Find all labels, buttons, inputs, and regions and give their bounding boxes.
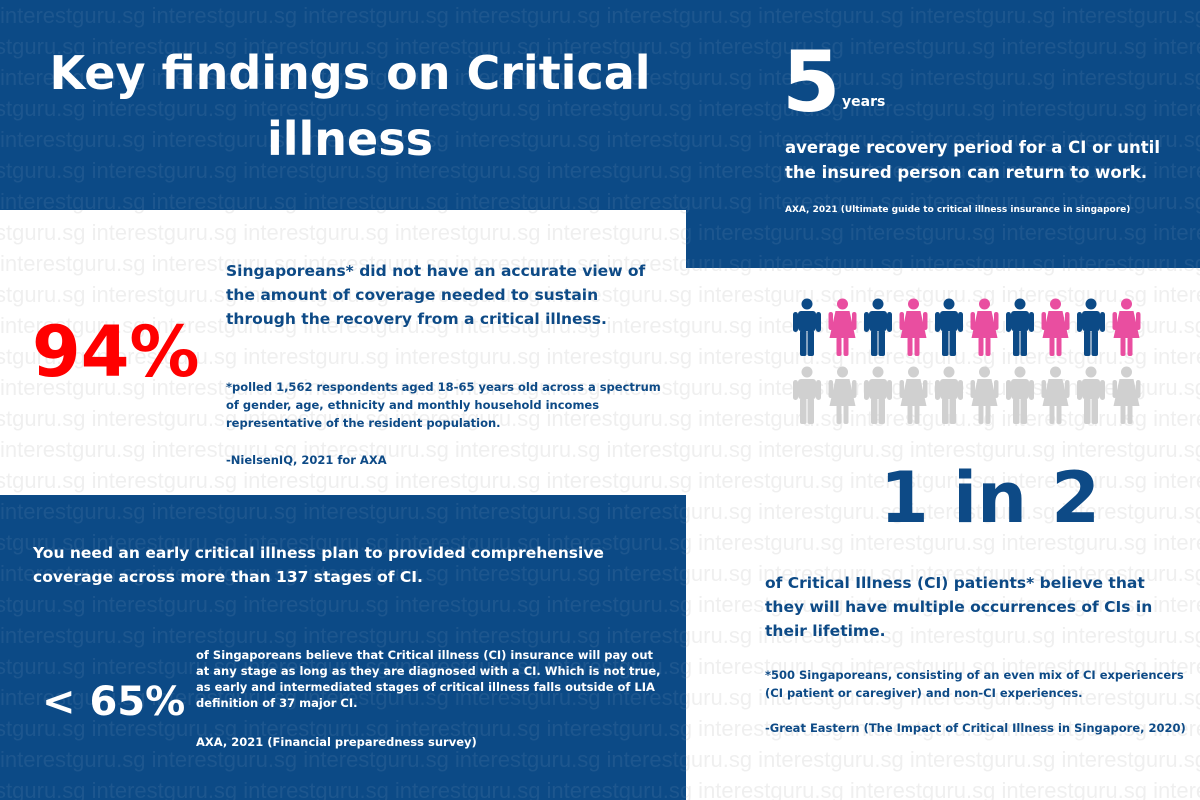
man-figure-icon: [1077, 366, 1105, 424]
recovery-source: AXA, 2021 (Ultimate guide to critical il…: [785, 205, 1131, 215]
early-plan-text: You need an early critical illness plan …: [33, 544, 604, 586]
title-panel: [0, 0, 686, 210]
woman-figure-icon: [899, 366, 928, 424]
ratio-source: -Great Eastern (The Impact of Critical I…: [765, 721, 1186, 735]
coverage-text: Singaporeans* did not have an accurate v…: [226, 262, 646, 328]
payout-text: of Singaporeans believe that Critical il…: [196, 648, 661, 710]
ratio-text: of Critical Illness (CI) patients* belie…: [765, 574, 1153, 640]
woman-figure-icon: [970, 366, 999, 424]
man-figure-icon: [864, 366, 892, 424]
coverage-note: *polled 1,562 respondents aged 18-65 yea…: [226, 380, 661, 430]
man-figure-icon: [793, 298, 821, 356]
woman-figure-icon: [1041, 366, 1070, 424]
recovery-text: average recovery period for a CI or unti…: [785, 138, 1160, 182]
page-title: Key findings on Critical illness: [49, 46, 651, 166]
woman-figure-icon: [828, 366, 857, 424]
woman-figure-icon: [828, 298, 857, 356]
recovery-unit: years: [842, 94, 886, 110]
recovery-number: 5: [782, 33, 841, 131]
people-pictogram: [793, 298, 1141, 424]
man-figure-icon: [935, 298, 963, 356]
man-figure-icon: [1006, 298, 1034, 356]
recovery-panel: [686, 0, 1200, 268]
coverage-source: -NielsenIQ, 2021 for AXA: [226, 453, 387, 467]
ratio-number: 1 in 2: [880, 457, 1100, 539]
woman-figure-icon: [970, 298, 999, 356]
man-figure-icon: [864, 298, 892, 356]
woman-figure-icon: [1041, 298, 1070, 356]
man-figure-icon: [935, 366, 963, 424]
man-figure-icon: [1006, 366, 1034, 424]
man-figure-icon: [1077, 298, 1105, 356]
woman-figure-icon: [899, 298, 928, 356]
early-plan-panel: [0, 495, 686, 800]
payout-source: AXA, 2021 (Financial preparedness survey…: [196, 735, 477, 749]
coverage-percent: 94%: [32, 311, 200, 393]
man-figure-icon: [793, 366, 821, 424]
ratio-note: *500 Singaporeans, consisting of an even…: [765, 668, 1184, 700]
payout-percent: < 65%: [42, 679, 186, 725]
woman-figure-icon: [1112, 298, 1141, 356]
woman-figure-icon: [1112, 366, 1141, 424]
